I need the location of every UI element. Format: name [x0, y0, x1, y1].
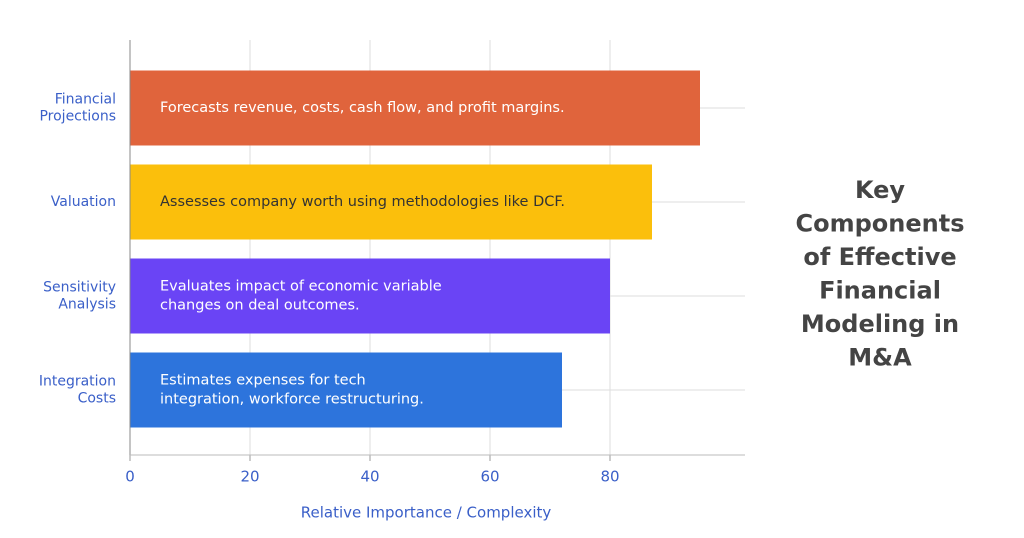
x-tick-label: 60 — [480, 468, 499, 486]
y-tick-label: Sensitivity — [43, 280, 116, 296]
y-tick-label: Financial — [55, 92, 116, 108]
bar — [130, 352, 562, 428]
chart-title: Key — [855, 176, 905, 204]
bar-annotation: Evaluates impact of economic variable — [160, 279, 442, 295]
y-tick-label: Analysis — [58, 297, 116, 313]
y-tick-label: Valuation — [51, 194, 116, 210]
x-tick-label: 20 — [240, 468, 259, 486]
bar-annotation: integration, workforce restructuring. — [160, 392, 424, 408]
y-tick-label: Projections — [39, 109, 116, 125]
y-tick-label: Integration — [39, 374, 116, 390]
chart-title: of Effective — [803, 243, 956, 271]
x-axis-label: Relative Importance / Complexity — [301, 504, 552, 522]
bar — [130, 70, 700, 146]
bar — [130, 164, 652, 240]
chart-title: Modeling in — [801, 310, 959, 338]
x-tick-label: 40 — [360, 468, 379, 486]
bar-annotation: Estimates expenses for tech — [160, 373, 366, 389]
bar — [130, 258, 610, 334]
chart-title: Financial — [819, 277, 941, 305]
chart-title: Components — [796, 210, 965, 238]
bar-annotation: Assesses company worth using methodologi… — [160, 194, 565, 210]
bar-annotation: Forecasts revenue, costs, cash flow, and… — [160, 100, 565, 116]
y-tick-label: Costs — [78, 391, 116, 407]
chart-title: M&A — [848, 344, 912, 372]
bar-annotation: changes on deal outcomes. — [160, 298, 360, 314]
x-tick-label: 80 — [600, 468, 619, 486]
x-tick-label: 0 — [125, 468, 135, 486]
